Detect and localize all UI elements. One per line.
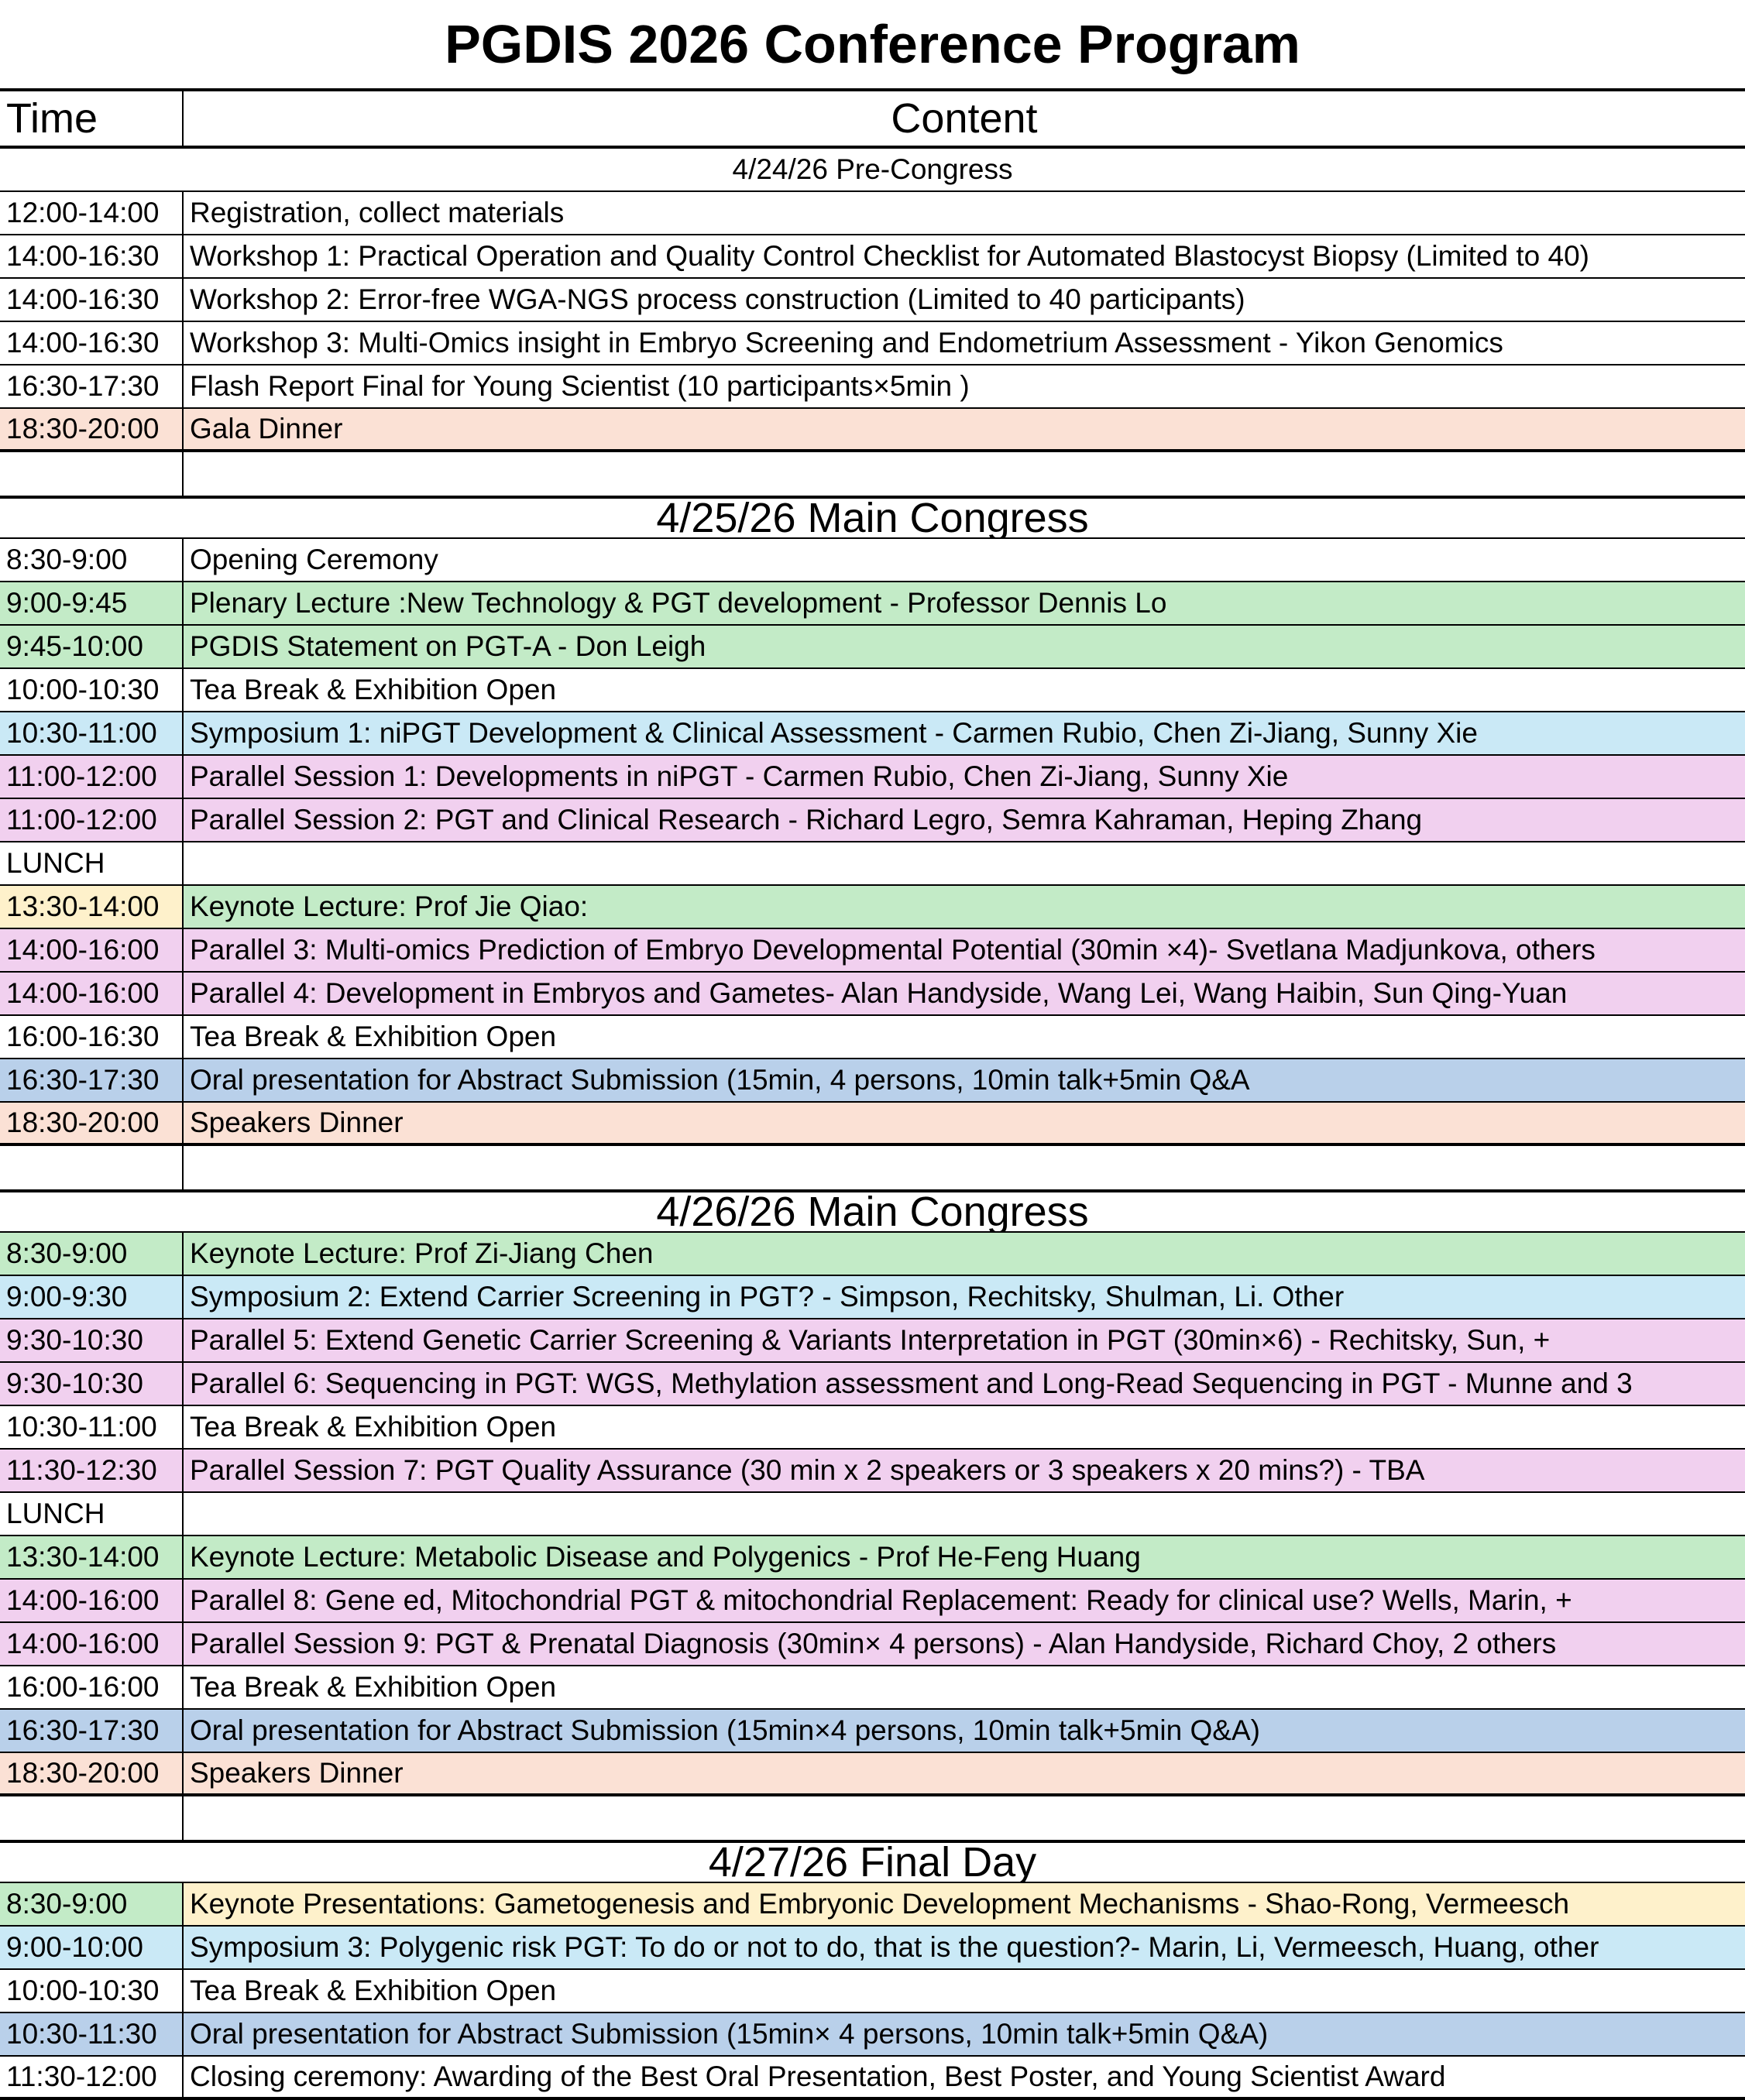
- time-cell: 8:30-9:00: [0, 539, 184, 582]
- time-cell: 18:30-20:00: [0, 1753, 184, 1796]
- time-cell: 8:30-9:00: [0, 1233, 184, 1276]
- time-cell: 11:00-12:00: [0, 799, 184, 842]
- time-cell: 18:30-20:00: [0, 409, 184, 452]
- section-heading: 4/27/26 Final Day: [0, 1840, 1745, 1883]
- time-cell: 16:30-17:30: [0, 365, 184, 409]
- time-cell: 14:00-16:30: [0, 279, 184, 322]
- time-cell: 11:30-12:00: [0, 2057, 184, 2100]
- content-cell: Keynote Presentations: Gametogenesis and…: [184, 1883, 1745, 1927]
- content-cell: Registration, collect materials: [184, 192, 1745, 235]
- content-cell: Tea Break & Exhibition Open: [184, 1016, 1745, 1059]
- time-cell: 14:00-16:00: [0, 929, 184, 973]
- content-cell: Keynote Lecture: Prof Zi-Jiang Chen: [184, 1233, 1745, 1276]
- time-cell: 14:00-16:00: [0, 1580, 184, 1623]
- content-cell: PGDIS Statement on PGT-A - Don Leigh: [184, 626, 1745, 669]
- time-cell: 9:00-10:00: [0, 1927, 184, 1970]
- content-cell: Symposium 1: niPGT Development & Clinica…: [184, 712, 1745, 756]
- content-cell: Oral presentation for Abstract Submissio…: [184, 2013, 1745, 2057]
- content-cell: Parallel 6: Sequencing in PGT: WGS, Meth…: [184, 1363, 1745, 1406]
- time-cell: 14:00-16:30: [0, 235, 184, 279]
- time-cell: 9:30-10:30: [0, 1319, 184, 1363]
- content-cell: Parallel 4: Development in Embryos and G…: [184, 973, 1745, 1016]
- content-cell: [184, 842, 1745, 886]
- content-cell: Workshop 2: Error-free WGA-NGS process c…: [184, 279, 1745, 322]
- content-cell: Symposium 3: Polygenic risk PGT: To do o…: [184, 1927, 1745, 1970]
- content-cell: Parallel Session 2: PGT and Clinical Res…: [184, 799, 1745, 842]
- section-heading: 4/24/26 Pre-Congress: [0, 149, 1745, 192]
- time-cell: 10:30-11:00: [0, 1406, 184, 1450]
- header-content: Content: [184, 88, 1745, 149]
- content-cell: Tea Break & Exhibition Open: [184, 1970, 1745, 2013]
- time-cell: 12:00-14:00: [0, 192, 184, 235]
- content-cell: [184, 1493, 1745, 1536]
- content-cell: Parallel Session 9: PGT & Prenatal Diagn…: [184, 1623, 1745, 1666]
- content-cell: Plenary Lecture :New Technology & PGT de…: [184, 582, 1745, 626]
- time-cell: 10:00-10:30: [0, 669, 184, 712]
- time-cell: 18:30-20:00: [0, 1103, 184, 1146]
- content-cell: Parallel Session 7: PGT Quality Assuranc…: [184, 1450, 1745, 1493]
- content-cell: Opening Ceremony: [184, 539, 1745, 582]
- content-cell: Speakers Dinner: [184, 1753, 1745, 1796]
- time-cell: 13:30-14:00: [0, 1536, 184, 1580]
- content-cell: Oral presentation for Abstract Submissio…: [184, 1710, 1745, 1753]
- time-cell: 9:00-9:30: [0, 1276, 184, 1319]
- time-cell: 10:30-11:30: [0, 2013, 184, 2057]
- content-cell: Tea Break & Exhibition Open: [184, 1406, 1745, 1450]
- content-cell: Parallel 5: Extend Genetic Carrier Scree…: [184, 1319, 1745, 1363]
- time-cell: 14:00-16:00: [0, 973, 184, 1016]
- content-cell: Parallel 3: Multi-omics Prediction of Em…: [184, 929, 1745, 973]
- content-cell: Keynote Lecture: Metabolic Disease and P…: [184, 1536, 1745, 1580]
- time-cell: 11:30-12:30: [0, 1450, 184, 1493]
- time-cell: 11:00-12:00: [0, 756, 184, 799]
- content-cell: Parallel 8: Gene ed, Mitochondrial PGT &…: [184, 1580, 1745, 1623]
- content-cell: Flash Report Final for Young Scientist (…: [184, 365, 1745, 409]
- content-cell: Oral presentation for Abstract Submissio…: [184, 1059, 1745, 1103]
- time-cell: LUNCH: [0, 842, 184, 886]
- section-heading: 4/25/26 Main Congress: [0, 496, 1745, 539]
- page-title: PGDIS 2026 Conference Program: [445, 14, 1300, 74]
- content-cell: Tea Break & Exhibition Open: [184, 1666, 1745, 1710]
- header-time: Time: [0, 88, 184, 149]
- time-cell: 14:00-16:00: [0, 1623, 184, 1666]
- content-cell: Speakers Dinner: [184, 1103, 1745, 1146]
- content-cell: Closing ceremony: Awarding of the Best O…: [184, 2057, 1745, 2100]
- section-heading: 4/26/26 Main Congress: [0, 1189, 1745, 1233]
- content-cell: Parallel Session 1: Developments in niPG…: [184, 756, 1745, 799]
- time-cell: 16:30-17:30: [0, 1059, 184, 1103]
- time-cell: 14:00-16:30: [0, 322, 184, 365]
- blank-row: [0, 1146, 184, 1189]
- time-cell: 9:00-9:45: [0, 582, 184, 626]
- time-cell: 10:30-11:00: [0, 712, 184, 756]
- content-cell: Keynote Lecture: Prof Jie Qiao:: [184, 886, 1745, 929]
- content-cell: Symposium 2: Extend Carrier Screening in…: [184, 1276, 1745, 1319]
- blank-row: [0, 1796, 184, 1840]
- time-cell: 10:00-10:30: [0, 1970, 184, 2013]
- time-cell: 13:30-14:00: [0, 886, 184, 929]
- blank-row: [0, 452, 184, 496]
- time-cell: 9:30-10:30: [0, 1363, 184, 1406]
- content-cell: Tea Break & Exhibition Open: [184, 669, 1745, 712]
- time-cell: 8:30-9:00: [0, 1883, 184, 1927]
- time-cell: 16:30-17:30: [0, 1710, 184, 1753]
- time-cell: 9:45-10:00: [0, 626, 184, 669]
- time-cell: LUNCH: [0, 1493, 184, 1536]
- time-cell: 16:00-16:30: [0, 1016, 184, 1059]
- content-cell: Gala Dinner: [184, 409, 1745, 452]
- content-cell: Workshop 3: Multi-Omics insight in Embry…: [184, 322, 1745, 365]
- time-cell: 16:00-16:00: [0, 1666, 184, 1710]
- content-cell: Workshop 1: Practical Operation and Qual…: [184, 235, 1745, 279]
